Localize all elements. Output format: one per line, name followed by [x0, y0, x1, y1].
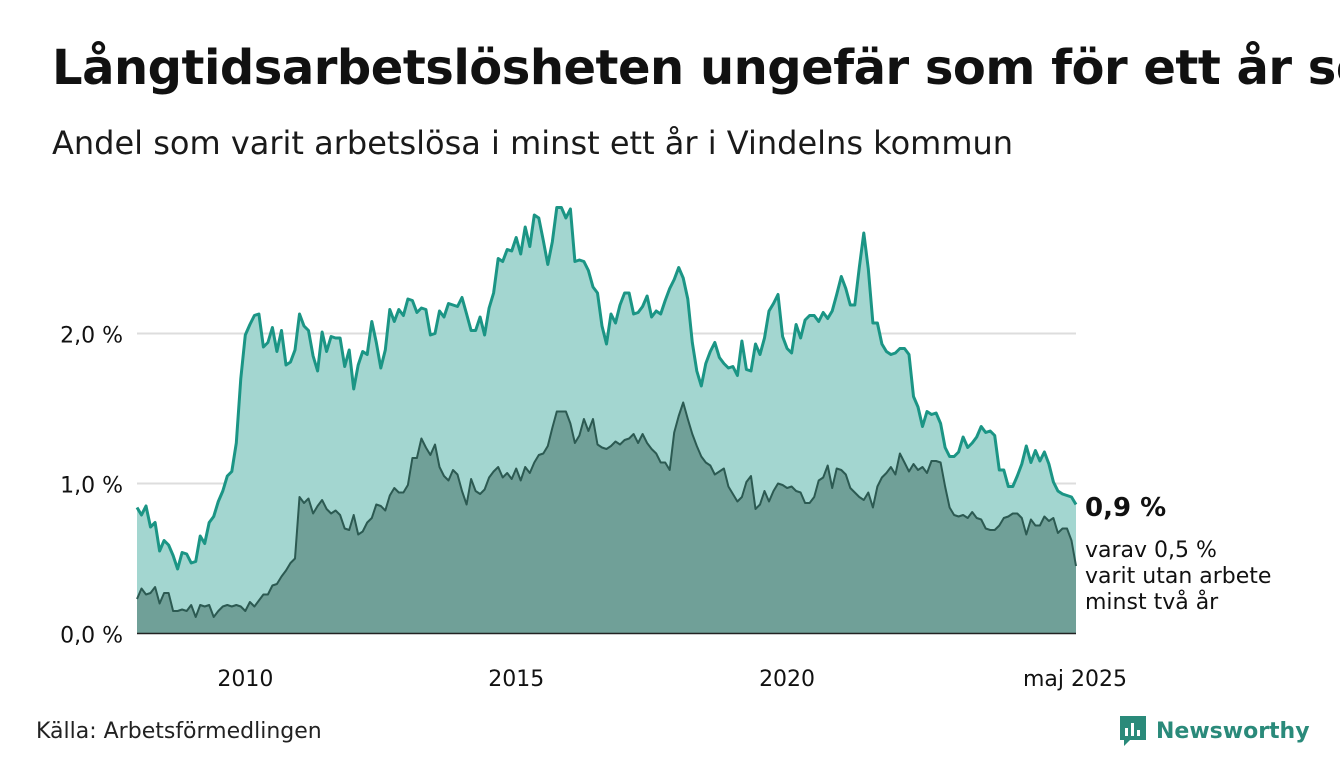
x-axis-ticks: 2010 2015 2020 maj 2025	[217, 667, 1127, 692]
x-tick-label: 2010	[217, 667, 273, 692]
y-axis-ticks: 0,0 % 1,0 % 2,0 %	[60, 324, 123, 649]
brand-name: Newsworthy	[1156, 718, 1310, 744]
chart-title: Långtidsarbetslösheten ungefär som för e…	[52, 40, 1340, 96]
y-tick-label: 2,0 %	[60, 324, 123, 349]
y-tick-label: 1,0 %	[60, 474, 123, 499]
series-2-area	[137, 402, 1076, 634]
chart-subtitle: Andel som varit arbetslösa i minst ett å…	[52, 124, 1014, 162]
secondary-label-line-2: varit utan arbete	[1085, 564, 1271, 589]
y-tick-label: 0,0 %	[60, 624, 123, 649]
series-areas	[135, 206, 1078, 634]
x-tick-label: maj 2025	[1023, 667, 1127, 692]
last-value-label: 0,9 %	[1085, 493, 1166, 523]
x-tick-label: 2015	[488, 667, 544, 692]
series-2-line	[136, 401, 1077, 618]
brand-logo[interactable]: Newsworthy	[1118, 713, 1310, 749]
newsworthy-icon	[1120, 716, 1146, 746]
source-note: Källa: Arbetsförmedlingen	[36, 719, 322, 744]
x-tick-label: 2020	[759, 667, 815, 692]
series-1-line	[135, 206, 1078, 571]
secondary-label-line-3: minst två år	[1085, 589, 1219, 615]
secondary-label-line-1: varav 0,5 %	[1085, 538, 1217, 563]
